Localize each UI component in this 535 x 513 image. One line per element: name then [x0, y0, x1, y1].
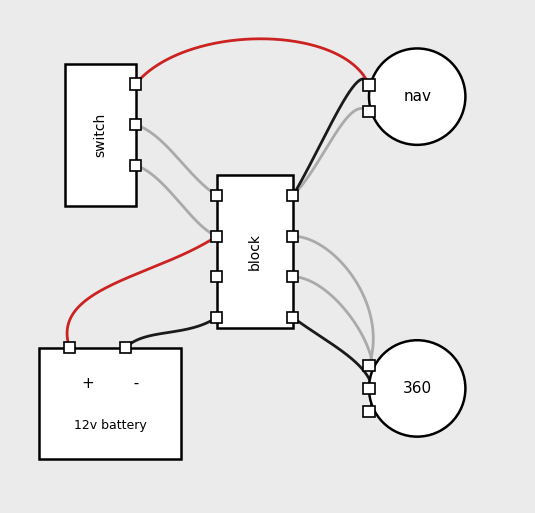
- Bar: [363, 106, 374, 117]
- Text: switch: switch: [93, 112, 107, 157]
- Bar: [39, 348, 181, 460]
- Bar: [211, 271, 223, 282]
- Bar: [217, 175, 293, 327]
- Bar: [211, 231, 223, 242]
- Bar: [130, 160, 141, 171]
- Circle shape: [369, 48, 465, 145]
- Bar: [211, 312, 223, 323]
- Bar: [130, 78, 141, 90]
- Circle shape: [369, 340, 465, 437]
- Bar: [363, 383, 374, 394]
- Bar: [287, 312, 299, 323]
- Bar: [211, 190, 223, 201]
- Bar: [64, 342, 75, 353]
- Bar: [363, 80, 374, 91]
- Bar: [287, 190, 299, 201]
- Bar: [363, 360, 374, 371]
- Bar: [65, 64, 135, 206]
- Bar: [363, 406, 374, 417]
- Bar: [120, 342, 131, 353]
- Bar: [130, 119, 141, 130]
- Bar: [287, 231, 299, 242]
- Text: block: block: [248, 233, 262, 270]
- Text: nav: nav: [403, 89, 431, 104]
- Text: 12v battery: 12v battery: [74, 420, 147, 432]
- Text: 360: 360: [403, 381, 432, 396]
- Bar: [287, 271, 299, 282]
- Text: +        -: + -: [81, 376, 139, 391]
